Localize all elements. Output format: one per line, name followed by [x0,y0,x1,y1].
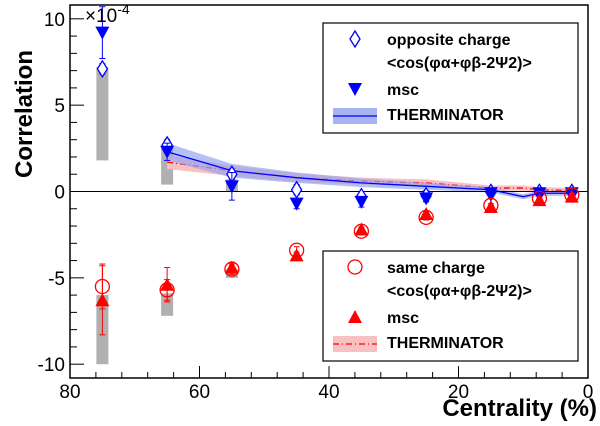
therminator-same-band [167,155,572,194]
legend-marker [348,83,362,96]
legend-label: THERMINATOR [387,335,504,352]
data-series [94,6,580,336]
legend-label: opposite charge [387,32,511,49]
data-point [419,192,434,206]
series-same_msc [95,189,579,336]
y-tick-label: 5 [54,96,65,117]
data-point [289,248,304,262]
x-axis-title: Centrality (%) [442,395,597,422]
y-tick-label: -5 [48,269,65,290]
y-axis-title: Correlation [11,50,38,178]
axis-exponent-base: ×10 [85,6,117,27]
legend-label: <cos(φα+φβ-2Ψ2)> [387,55,532,72]
legend-marker [348,310,362,323]
data-point [160,145,175,159]
data-point [483,187,498,201]
legend-top-right: opposite charge <cos(φα+φβ-2Ψ2)> msc THERMI… [322,22,579,134]
legend-marker [347,259,363,275]
x-tick-label: 80 [59,382,80,403]
x-tick-label: 20 [448,382,469,403]
data-point [289,197,304,211]
axis-exponent: ×10-4 [85,1,130,27]
data-point [354,195,369,209]
legend-marker [349,29,361,49]
x-tick-label: 0 [583,382,594,403]
x-tick-label: 60 [189,382,210,403]
therminator-opposite-band [167,143,572,200]
x-tick-label: 40 [318,382,339,403]
legend-label: msc [387,82,419,99]
data-point [564,189,579,203]
data-point [224,180,239,194]
data-point [483,200,498,214]
legends: opposite charge <cos(φα+φβ-2Ψ2)> msc THERMI… [322,22,579,362]
data-point [419,206,434,220]
data-point [95,26,110,40]
systematic-box [161,293,174,316]
axes: 80 60 40 20 0 10 5 0 -5 -10 [38,10,594,403]
legend-label: same charge [387,260,485,277]
y-tick-label: 10 [44,10,65,31]
data-point [160,277,175,291]
legend-label: THERMINATOR [387,107,504,124]
axis-exponent-power: -4 [117,1,130,17]
data-point [532,193,547,207]
systematic-error-bars [96,67,238,365]
legend-bottom-right: same charge <cos(φα+φβ-2Ψ2)> msc THERMINATO… [322,250,579,362]
data-point [290,180,303,199]
data-point [354,222,369,236]
y-tick-label: 0 [54,183,65,204]
y-tick-label: -10 [38,355,65,376]
legend-label: <cos(φα+φβ-2Ψ2)> [387,283,532,300]
legend-label: msc [387,310,419,327]
systematic-box [96,67,109,161]
data-point [95,293,110,307]
data-point [224,260,239,274]
data-point [96,59,109,79]
